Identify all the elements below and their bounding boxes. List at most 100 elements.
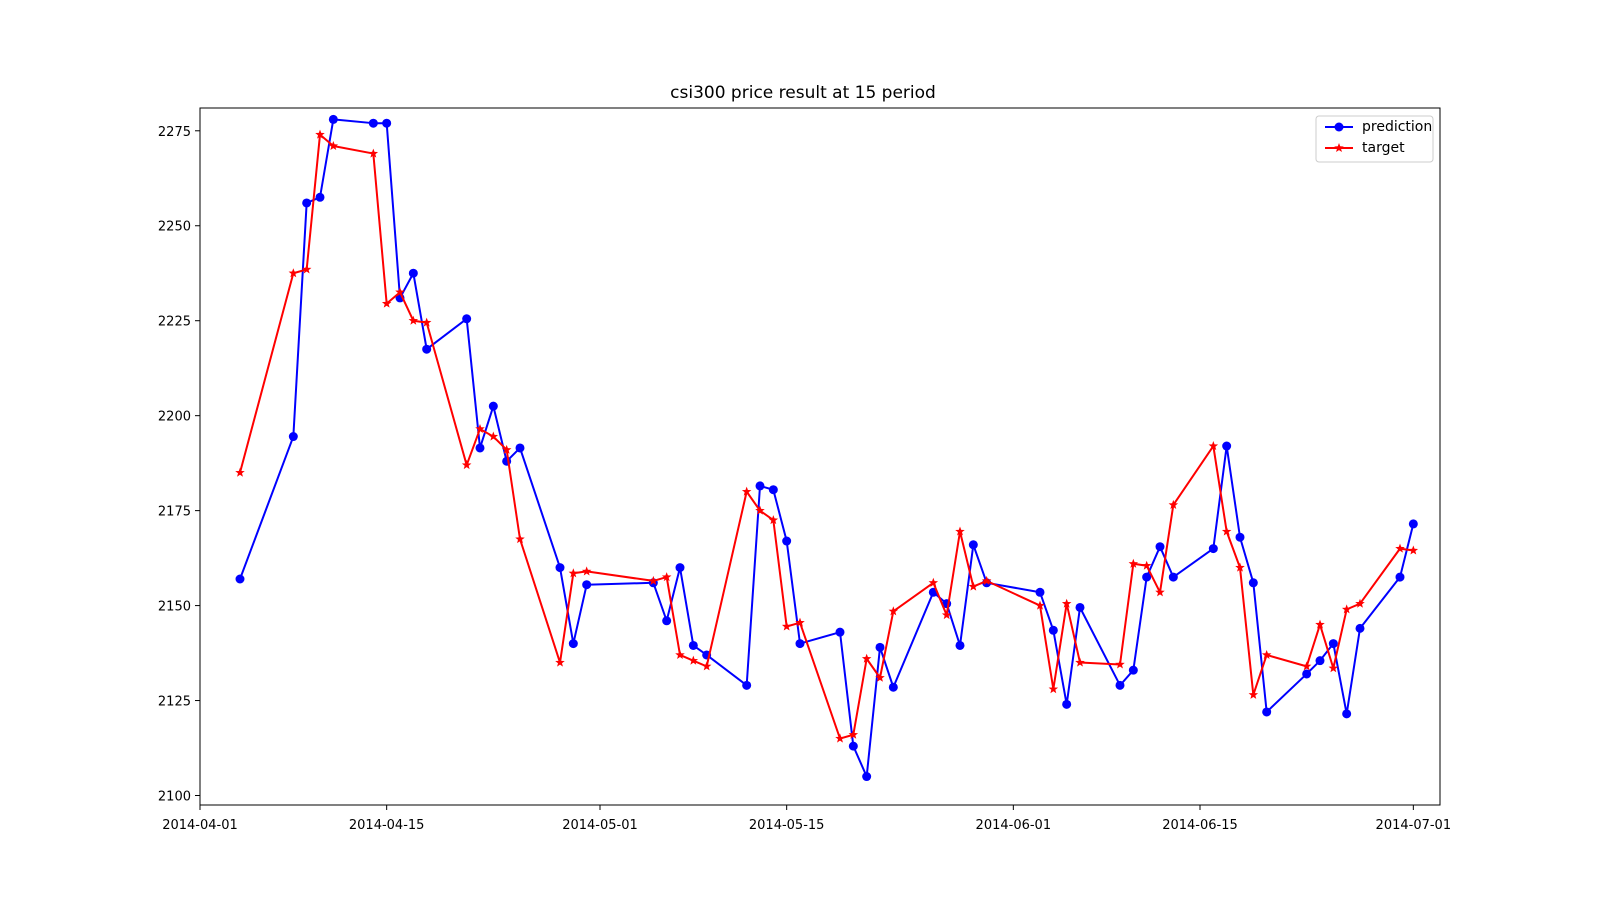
target-point	[1328, 663, 1339, 673]
series-target	[235, 129, 1419, 743]
y-tick-label: 2250	[158, 220, 191, 235]
target-point	[648, 575, 659, 585]
target-point	[741, 486, 752, 496]
target-point	[1115, 659, 1125, 669]
x-tick-label: 2014-04-15	[349, 818, 425, 833]
target-point	[381, 298, 392, 308]
target-point	[1408, 545, 1419, 555]
chart-title: csi300 price result at 15 period	[670, 83, 936, 103]
legend: prediction target	[1315, 115, 1434, 163]
plot-frame	[199, 107, 1441, 806]
prediction-point	[688, 640, 698, 650]
legend-target-marker	[1334, 143, 1344, 153]
prediction-point	[462, 314, 472, 324]
y-tick-label: 2225	[158, 315, 191, 330]
prediction-point	[515, 443, 525, 453]
legend-target-label: target	[1362, 140, 1405, 156]
target-point	[701, 661, 712, 671]
target-point	[888, 606, 899, 616]
target-point	[1168, 499, 1179, 509]
prediction-point	[1315, 656, 1325, 666]
prediction-point	[368, 118, 378, 128]
x-tick-label: 2014-05-15	[749, 818, 825, 833]
x-tick-label: 2014-05-01	[562, 818, 638, 833]
target-point	[875, 672, 885, 682]
prediction-point	[742, 680, 752, 690]
target-point	[461, 460, 472, 470]
legend-prediction-label: prediction	[1362, 119, 1432, 135]
prediction-point	[1075, 602, 1085, 612]
legend-prediction-marker	[1334, 122, 1344, 132]
prediction-point	[1355, 623, 1365, 633]
prediction-point	[422, 344, 432, 354]
prediction-point	[488, 401, 498, 411]
target-point	[1301, 661, 1312, 671]
y-tick-label: 2200	[158, 410, 191, 425]
x-tick-label: 2014-04-01	[162, 818, 238, 833]
target-point	[795, 617, 805, 627]
prediction-point	[1168, 572, 1178, 582]
target-point	[981, 575, 992, 585]
target-point	[501, 444, 512, 454]
prediction-point	[328, 114, 338, 124]
target-point	[315, 129, 325, 139]
target-point	[675, 649, 685, 660]
y-tick-label: 2100	[158, 790, 191, 805]
target-point	[861, 653, 872, 663]
target-point	[515, 534, 525, 544]
prediction-point	[235, 574, 245, 584]
prediction-point	[1262, 707, 1272, 717]
prediction-point	[555, 563, 565, 573]
prediction-point	[848, 741, 858, 751]
prediction-point	[1222, 441, 1232, 451]
prediction-point	[288, 432, 298, 442]
target-point	[328, 140, 339, 151]
prediction-point	[1395, 572, 1405, 582]
target-point	[395, 287, 405, 297]
x-tick-label: 2014-07-01	[1376, 818, 1452, 833]
prediction-point	[782, 536, 792, 546]
prediction-point	[475, 443, 485, 453]
prediction-point	[1408, 519, 1418, 529]
target-point	[1355, 598, 1365, 608]
prediction-point	[568, 639, 578, 649]
series-layer	[235, 114, 1419, 782]
target-point	[1261, 649, 1272, 660]
y-axis: 2100 2125 2150 2175 2200 2225 2250 2275	[158, 125, 200, 805]
target-point	[1315, 619, 1325, 629]
target-point	[1155, 587, 1165, 597]
target-point	[755, 505, 765, 515]
target-point	[1128, 558, 1139, 568]
prediction-point	[1155, 542, 1165, 552]
prediction-point	[1062, 699, 1072, 709]
prediction-point	[1115, 680, 1125, 690]
target-point	[1075, 657, 1085, 667]
x-axis: 2014-04-01 2014-04-15 2014-05-01 2014-05-15…	[162, 805, 1451, 833]
target-point	[288, 268, 299, 278]
prediction-point	[862, 772, 872, 782]
prediction-point	[582, 580, 592, 590]
target-point	[1061, 598, 1072, 608]
target-point	[768, 515, 779, 525]
target-point	[368, 148, 379, 158]
prediction-point	[1342, 709, 1352, 719]
prediction-point	[1208, 544, 1218, 554]
target-point	[941, 610, 952, 620]
target-point	[408, 315, 419, 325]
prediction-point	[1142, 572, 1152, 582]
prediction-point	[1035, 587, 1045, 597]
target-point	[301, 264, 312, 274]
target-point	[955, 526, 965, 536]
prediction-point	[662, 616, 672, 626]
target-point	[688, 655, 699, 665]
target-point	[1248, 689, 1259, 699]
prediction-point	[1235, 532, 1245, 542]
y-tick-label: 2175	[158, 505, 191, 520]
target-point	[555, 657, 565, 667]
prediction-point	[315, 192, 325, 202]
target-point	[1035, 600, 1045, 610]
prediction-point	[1302, 669, 1312, 679]
target-point	[568, 568, 579, 578]
target-point	[581, 566, 592, 576]
